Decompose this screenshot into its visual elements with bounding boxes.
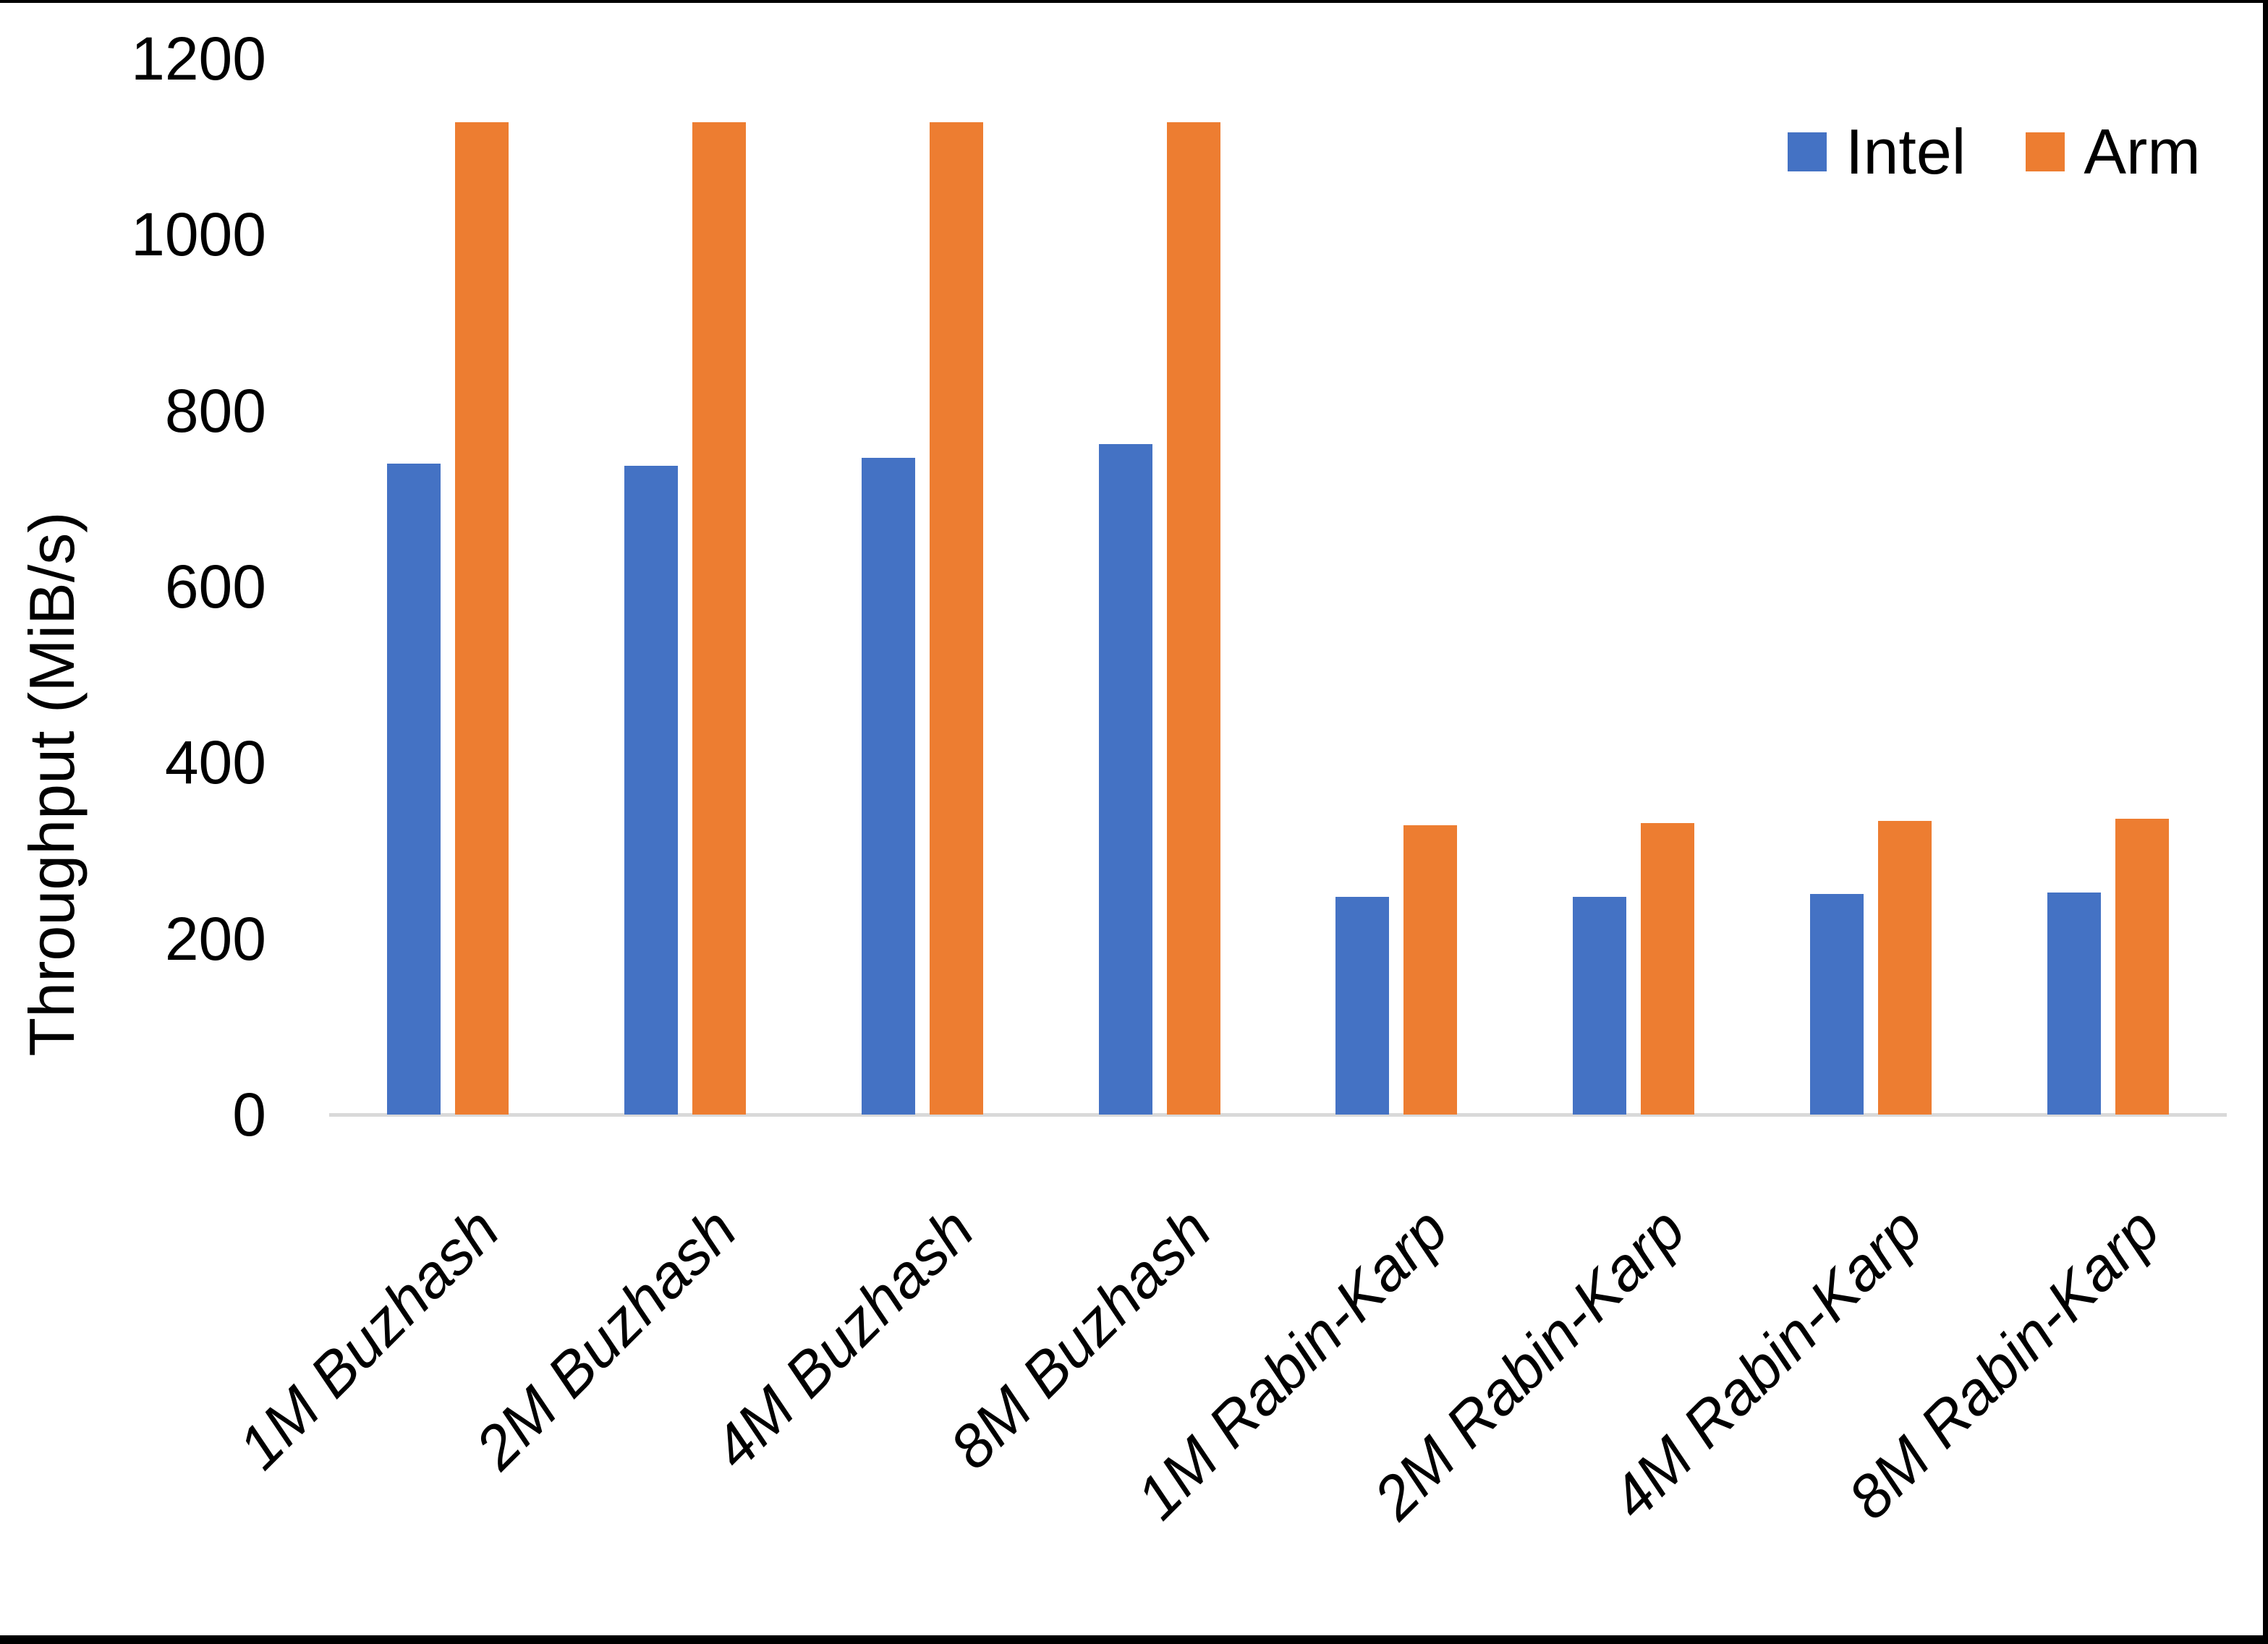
legend-label-intel: Intel bbox=[1846, 116, 1966, 187]
bar-intel-2m-rabin-karp bbox=[1573, 897, 1627, 1115]
bar-intel-1m-rabin-karp bbox=[1335, 897, 1390, 1115]
bar-arm-2m-buzhash bbox=[692, 122, 746, 1115]
bar-arm-1m-buzhash bbox=[454, 122, 509, 1115]
y-tick-label-0: 0 bbox=[232, 1081, 266, 1149]
bar-intel-2m-buzhash bbox=[624, 466, 678, 1115]
y-tick-label-400: 400 bbox=[164, 728, 266, 797]
bar-arm-4m-buzhash bbox=[929, 122, 983, 1115]
frame-bottom-border bbox=[0, 1635, 2268, 1644]
x-axis-line bbox=[329, 1113, 2227, 1117]
bar-arm-8m-buzhash bbox=[1166, 122, 1220, 1115]
bar-intel-4m-buzhash bbox=[861, 458, 915, 1115]
legend-label-arm: Arm bbox=[2084, 116, 2201, 187]
legend-swatch-intel bbox=[1788, 132, 1827, 171]
legend: Intel Arm bbox=[1788, 113, 2201, 191]
y-tick-label-1000: 1000 bbox=[131, 200, 266, 269]
bar-arm-4m-rabin-karp bbox=[1878, 820, 1932, 1115]
legend-item-arm: Arm bbox=[2026, 113, 2201, 191]
bar-intel-4m-rabin-karp bbox=[1810, 893, 1864, 1115]
bar-intel-8m-buzhash bbox=[1098, 443, 1152, 1115]
bar-arm-1m-rabin-karp bbox=[1403, 825, 1458, 1115]
bar-intel-8m-rabin-karp bbox=[2047, 893, 2102, 1115]
y-tick-label-800: 800 bbox=[164, 376, 266, 445]
bar-arm-8m-rabin-karp bbox=[2115, 819, 2170, 1115]
frame-top-border bbox=[0, 0, 2268, 3]
y-tick-label-1200: 1200 bbox=[131, 24, 266, 93]
bar-intel-1m-buzhash bbox=[386, 463, 441, 1115]
bar-arm-2m-rabin-karp bbox=[1641, 823, 1695, 1115]
frame-right-border bbox=[2263, 0, 2268, 1644]
legend-item-intel: Intel bbox=[1788, 113, 1966, 191]
y-tick-label-600: 600 bbox=[164, 552, 266, 621]
x-label-1m-buzhash: 1M Buzhash bbox=[224, 1195, 512, 1482]
y-tick-label-200: 200 bbox=[164, 904, 266, 973]
legend-swatch-arm bbox=[2026, 132, 2065, 171]
